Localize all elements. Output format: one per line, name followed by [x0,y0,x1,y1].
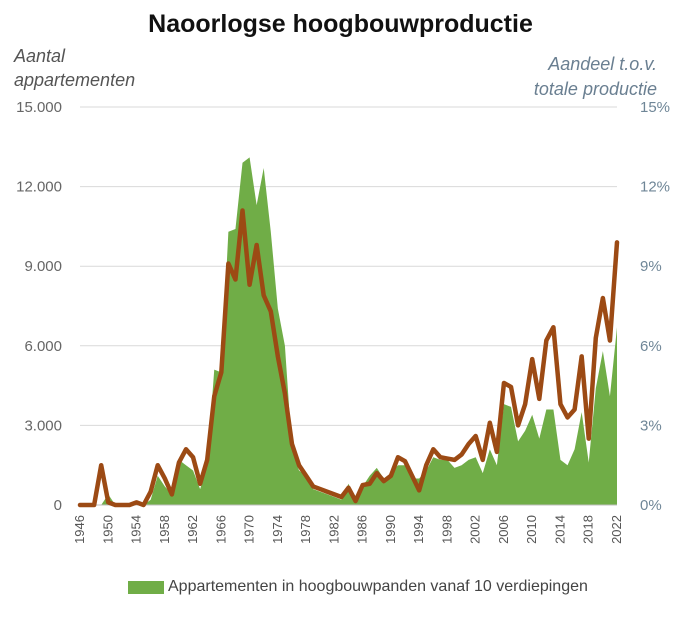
y-tick-right-label: 3% [640,417,662,434]
x-tick-label: 1978 [298,515,313,544]
x-tick-label: 2022 [609,515,624,544]
x-tick-label: 2014 [552,515,567,544]
x-tick-label: 2018 [581,515,596,544]
x-tick-label: 1954 [129,515,144,544]
line-series-aandeel [77,208,620,508]
y-tick-left-label: 0 [54,497,62,514]
y-axis-left-label: Aantal appartementen [14,44,135,92]
y-tick-right-label: 9% [640,258,662,275]
x-tick-label: 1986 [355,515,370,544]
y-tick-right-label: 6% [640,338,662,355]
x-tick-label: 1958 [157,515,172,544]
y-axis-right-label-line: Aandeel t.o.v. [548,54,657,74]
y-tick-right-label: 12% [640,179,670,196]
x-tick-label: 1994 [411,515,426,544]
chart-title: Naoorlogse hoogbouwproductie [148,10,533,38]
x-tick-label: 2010 [524,515,539,544]
y-tick-right-label: 15% [640,99,670,116]
y-tick-right-label: 0% [640,497,662,514]
x-tick-label: 1966 [213,515,228,544]
y-tick-left-label: 12.000 [16,179,62,196]
x-tick-label: 1970 [242,515,257,544]
x-tick-label: 2002 [468,515,483,544]
x-tick-label: 1950 [100,515,115,544]
y-tick-left-label: 15.000 [16,99,62,116]
y-axis-left-label-line: Aantal [14,46,66,66]
x-tick-label: 1946 [72,515,87,544]
x-tick-label: 1962 [185,515,200,544]
y-axis-right-label-line: totale productie [533,79,657,99]
x-tick-label: 1998 [439,515,454,544]
y-tick-left-label: 3.000 [24,417,62,434]
area-series-appartementen [80,157,617,505]
y-axis-right-label: Aandeel t.o.v. totale productie [534,52,657,102]
legend-swatch [128,580,164,594]
x-tick-label: 1974 [270,515,285,544]
x-tick-label: 1982 [326,515,341,544]
y-tick-left-label: 6.000 [24,338,62,355]
y-axis-left-label-line: appartementen [14,70,136,90]
x-tick-label: 2006 [496,515,511,544]
x-tick-label: 1990 [383,515,398,544]
legend-label: Appartementen in hoogbouwpanden vanaf 10… [168,578,588,595]
y-tick-left-label: 9.000 [24,258,62,275]
legend: Appartementen in hoogbouwpanden vanaf 10… [128,578,588,596]
